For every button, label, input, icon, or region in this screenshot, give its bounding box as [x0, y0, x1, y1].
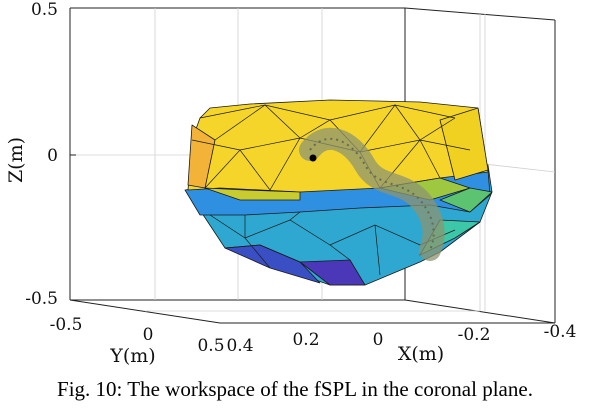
- y-tick-label: -0.5: [50, 315, 83, 335]
- workspace-surface: [184, 99, 493, 286]
- x-axis-label: X(m): [398, 343, 444, 365]
- figure-caption: Fig. 10: The workspace of the fSPL in th…: [57, 377, 533, 401]
- z-tick-label: -0.5: [25, 289, 58, 309]
- x-tick-label: -0.2: [458, 325, 491, 345]
- x-tick-label: 0: [373, 330, 384, 350]
- x-tick-label: 0.2: [292, 330, 319, 350]
- fspl-robot-arm: [299, 127, 445, 261]
- z-tick-label: 0.5: [31, 0, 58, 20]
- y-tick-label: 0.5: [197, 336, 224, 356]
- x-axis: 0.4 0.2 0 -0.2 -0.4 X(m): [226, 322, 576, 365]
- y-axis: -0.5 0 0.5 Y(m): [50, 315, 225, 367]
- y-tick-label: 0: [143, 325, 154, 345]
- x-tick-label: -0.4: [544, 322, 577, 342]
- surface-mesh: [191, 104, 471, 276]
- z-tick-label: 0: [47, 146, 58, 166]
- end-effector-point: [309, 154, 317, 162]
- z-axis: 0.5 0 -0.5 Z(m): [5, 0, 76, 309]
- x-tick-label: 0.4: [226, 336, 253, 356]
- z-axis-label: Z(m): [5, 137, 27, 183]
- y-axis-label: Y(m): [109, 345, 155, 367]
